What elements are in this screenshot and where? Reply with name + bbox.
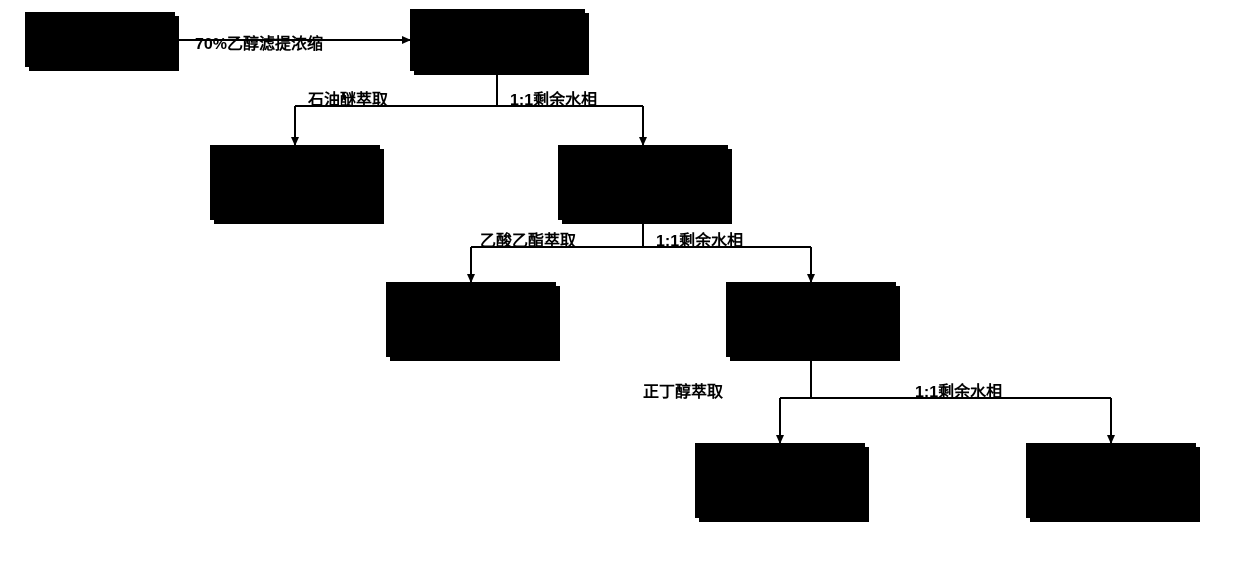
edge-label: 70%乙醇滤提浓缩	[195, 30, 323, 54]
edge-label: 正丁醇萃取	[643, 378, 723, 402]
edge-label: 1:1剩余水相	[915, 378, 1002, 402]
flowchart-node	[25, 12, 175, 67]
edge-label: 1:1剩余水相	[656, 227, 743, 251]
flowchart-node	[558, 145, 728, 220]
flowchart-node	[210, 145, 380, 220]
edge-label: 1:1剩余水相	[510, 86, 597, 110]
flowchart-node	[1026, 443, 1196, 518]
flowchart-node	[410, 9, 585, 71]
edge-label: 石油醚萃取	[308, 86, 388, 110]
edge-label: 乙酸乙酯萃取	[480, 227, 576, 251]
flowchart-node	[726, 282, 896, 357]
flowchart-node	[695, 443, 865, 518]
flowchart-node	[386, 282, 556, 357]
